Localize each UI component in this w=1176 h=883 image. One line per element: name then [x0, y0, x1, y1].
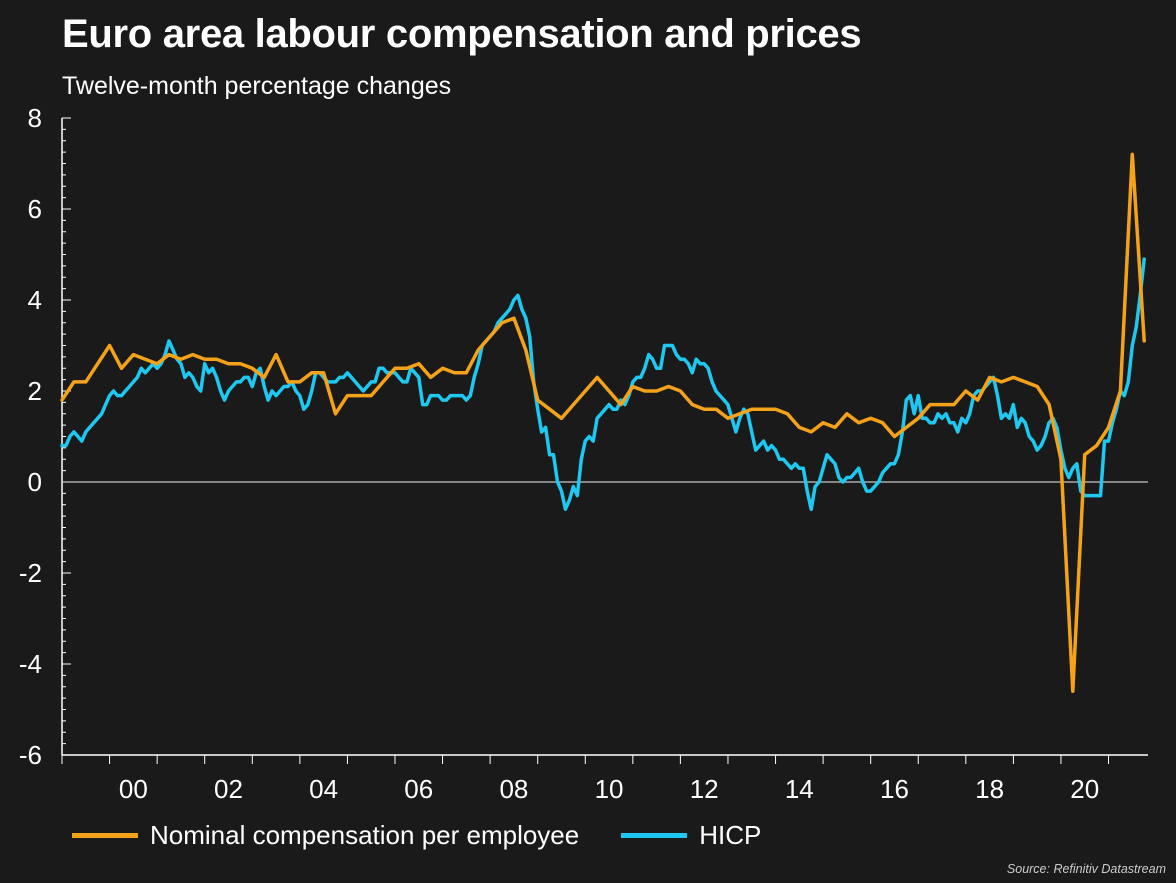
chart-subtitle: Twelve-month percentage changes	[62, 72, 452, 100]
y-tick-label: -2	[19, 558, 42, 588]
y-tick-label: 4	[28, 285, 42, 315]
legend-item-compensation: Nominal compensation per employee	[72, 820, 579, 851]
legend-swatch-compensation	[72, 833, 138, 838]
x-tick-label: 06	[404, 774, 433, 804]
legend-label-hicp: HICP	[699, 820, 762, 850]
y-tick-label: 6	[28, 194, 42, 224]
x-tick-label: 20	[1070, 774, 1099, 804]
y-tick-label: -6	[19, 740, 42, 770]
source-note: Source: Refinitiv Datastream	[1006, 862, 1166, 876]
x-tick-label: 18	[975, 774, 1004, 804]
legend-label-compensation: Nominal compensation per employee	[150, 820, 580, 850]
legend-swatch-hicp	[621, 833, 688, 838]
y-tick-label: -4	[19, 649, 42, 679]
chart-legend: Nominal compensation per employee HICP	[72, 820, 803, 851]
y-tick-label: 0	[28, 467, 42, 497]
y-tick-label: 2	[28, 376, 42, 406]
series-line-compensation	[60, 152, 1146, 694]
chart-title: Euro area labour compensation and prices	[62, 12, 862, 56]
x-tick-label: 10	[595, 774, 624, 804]
x-tick-label: 02	[214, 774, 243, 804]
x-tick-label: 16	[880, 774, 909, 804]
x-tick-label: 12	[690, 774, 719, 804]
x-tick-label: 00	[119, 774, 148, 804]
legend-item-hicp: HICP	[621, 820, 761, 851]
chart-series	[60, 152, 1146, 694]
y-tick-label: 8	[28, 103, 42, 133]
x-tick-label: 14	[785, 774, 814, 804]
x-tick-label: 04	[309, 774, 338, 804]
x-tick-label: 08	[499, 774, 528, 804]
series-line-hicp	[60, 257, 1146, 512]
